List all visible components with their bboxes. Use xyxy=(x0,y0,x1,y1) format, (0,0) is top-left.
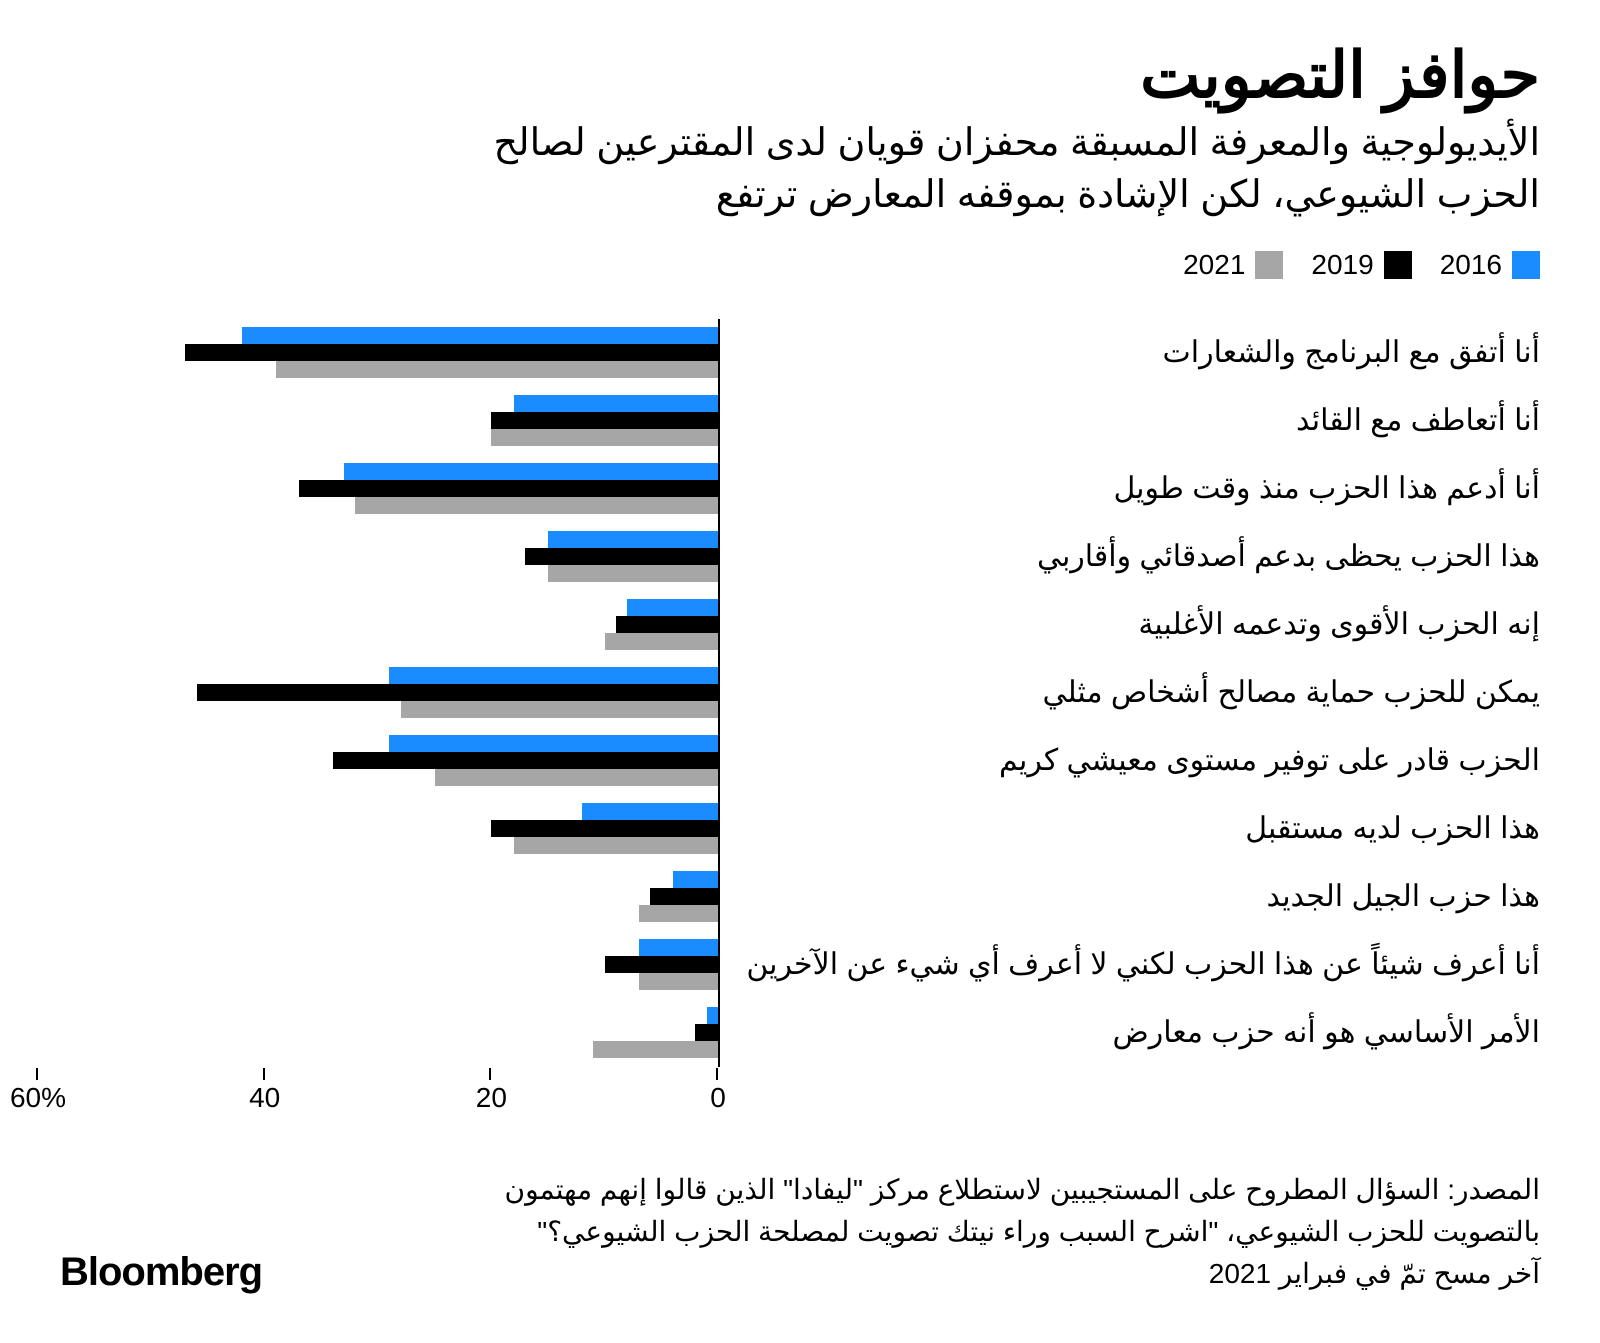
bar-2016 xyxy=(514,395,718,412)
bar-2016 xyxy=(673,871,718,888)
source-line-2: آخر مسح تمّ في فبراير 2021 xyxy=(460,1253,1540,1295)
bar-2021 xyxy=(593,1041,718,1058)
brand-logo: Bloomberg xyxy=(60,1250,262,1295)
bar-group xyxy=(40,863,720,931)
axis-tick-label: 20 xyxy=(476,1082,507,1114)
axis-tick-label: 60% xyxy=(10,1082,66,1114)
category-label: أنا أعرف شيئاً عن هذا الحزب لكني لا أعرف… xyxy=(746,950,1540,980)
bar-2021 xyxy=(548,565,718,582)
bar-2019 xyxy=(333,752,718,769)
legend-item: 2019 xyxy=(1311,249,1411,281)
legend-swatch xyxy=(1384,251,1412,279)
bar-2016 xyxy=(389,667,718,684)
bar-2019 xyxy=(605,956,718,973)
legend-label: 2021 xyxy=(1183,249,1245,281)
category-label: أنا أدعم هذا الحزب منذ وقت طويل xyxy=(1113,474,1540,504)
source-line-1: المصدر: السؤال المطروح على المستجيبين لا… xyxy=(460,1169,1540,1253)
category-label: الحزب قادر على توفير مستوى معيشي كريم xyxy=(999,746,1540,776)
bar-group xyxy=(40,523,720,591)
bar-2019 xyxy=(616,616,718,633)
bar-2019 xyxy=(197,684,718,701)
bar-2016 xyxy=(242,327,718,344)
bar-group xyxy=(40,727,720,795)
bar-2021 xyxy=(639,973,718,990)
bar-group xyxy=(40,591,720,659)
bar-2019 xyxy=(695,1024,718,1041)
bar-2021 xyxy=(491,429,718,446)
bar-2021 xyxy=(435,769,718,786)
bar-2021 xyxy=(514,837,718,854)
footer: المصدر: السؤال المطروح على المستجيبين لا… xyxy=(60,1169,1540,1295)
chart-area: أنا أتفق مع البرنامج والشعارات أنا أتعاطف… xyxy=(60,319,1540,1113)
bar-group xyxy=(40,659,720,727)
axis-tick-label: 40 xyxy=(249,1082,280,1114)
category-label: هذا الحزب لديه مستقبل xyxy=(1245,814,1540,844)
category-label: هذا الحزب يحظى بدعم أصدقائي وأقاربي xyxy=(1037,542,1540,572)
bar-group xyxy=(40,387,720,455)
bar-2021 xyxy=(276,361,718,378)
bar-2016 xyxy=(582,803,718,820)
chart-title: حوافز التصويت xyxy=(60,40,1540,110)
axis-tick xyxy=(716,1068,718,1080)
category-label: هذا حزب الجيل الجديد xyxy=(1266,882,1540,912)
axis-tick xyxy=(489,1068,491,1080)
category-labels-column: أنا أتفق مع البرنامج والشعارات أنا أتعاطف… xyxy=(720,319,1540,1113)
legend-label: 2019 xyxy=(1311,249,1373,281)
legend: 2016 2019 2021 xyxy=(60,249,1540,281)
legend-label: 2016 xyxy=(1440,249,1502,281)
x-axis: 0204060% xyxy=(40,1067,720,1113)
legend-item: 2016 xyxy=(1440,249,1540,281)
bar-group xyxy=(40,999,720,1067)
category-label: الأمر الأساسي هو أنه حزب معارض xyxy=(1113,1018,1540,1048)
bar-2019 xyxy=(185,344,718,361)
bars-column: 0204060% xyxy=(40,319,720,1113)
bar-2021 xyxy=(639,905,718,922)
bar-2019 xyxy=(299,480,718,497)
category-label: أنا أتعاطف مع القائد xyxy=(1296,406,1540,436)
bar-2021 xyxy=(401,701,718,718)
legend-item: 2021 xyxy=(1183,249,1283,281)
bar-2016 xyxy=(627,599,718,616)
category-label: أنا أتفق مع البرنامج والشعارات xyxy=(1163,338,1541,368)
chart-subtitle: الأيديولوجية والمعرفة المسبقة محفزان قوي… xyxy=(420,118,1540,221)
bar-2021 xyxy=(605,633,718,650)
bar-2021 xyxy=(355,497,718,514)
bar-2016 xyxy=(639,939,718,956)
bar-2016 xyxy=(344,463,718,480)
axis-tick xyxy=(263,1068,265,1080)
category-label: إنه الحزب الأقوى وتدعمه الأغلبية xyxy=(1138,610,1540,640)
source-note: المصدر: السؤال المطروح على المستجيبين لا… xyxy=(460,1169,1540,1295)
bar-group xyxy=(40,795,720,863)
bar-2019 xyxy=(650,888,718,905)
bar-group xyxy=(40,319,720,387)
legend-swatch xyxy=(1512,251,1540,279)
bar-2016 xyxy=(389,735,718,752)
category-label: يمكن للحزب حماية مصالح أشخاص مثلي xyxy=(1042,678,1540,708)
bar-2016 xyxy=(707,1007,718,1024)
legend-swatch xyxy=(1255,251,1283,279)
axis-tick xyxy=(36,1068,38,1080)
axis-tick-label: 0 xyxy=(710,1082,726,1114)
bar-2019 xyxy=(491,820,718,837)
bar-group xyxy=(40,455,720,523)
bar-2016 xyxy=(548,531,718,548)
bar-group xyxy=(40,931,720,999)
bar-2019 xyxy=(525,548,718,565)
bar-2019 xyxy=(491,412,718,429)
